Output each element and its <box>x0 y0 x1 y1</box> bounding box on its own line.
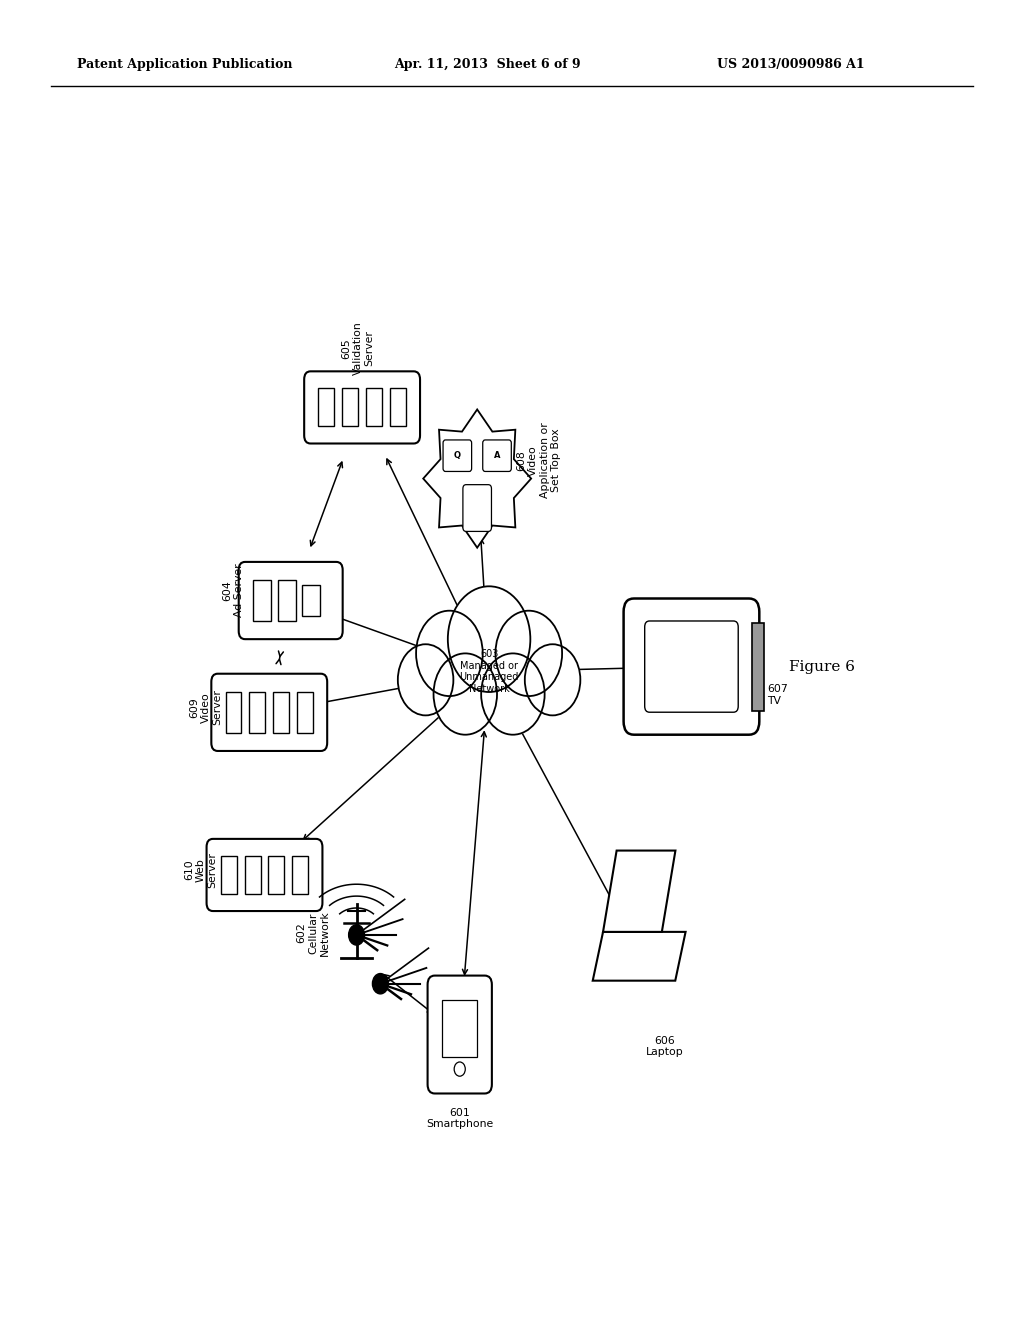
Text: Patent Application Publication: Patent Application Publication <box>77 58 292 71</box>
FancyBboxPatch shape <box>463 484 492 532</box>
Text: Q: Q <box>454 451 461 461</box>
FancyBboxPatch shape <box>211 673 328 751</box>
FancyBboxPatch shape <box>207 840 323 911</box>
Text: 602
Cellular
Network: 602 Cellular Network <box>296 909 330 956</box>
Circle shape <box>397 644 454 715</box>
FancyBboxPatch shape <box>304 371 420 444</box>
Text: 608
Video
Application or
Set Top Box: 608 Video Application or Set Top Box <box>517 422 561 498</box>
FancyBboxPatch shape <box>250 692 265 733</box>
Polygon shape <box>603 850 676 932</box>
FancyBboxPatch shape <box>753 623 764 710</box>
Circle shape <box>525 644 581 715</box>
FancyBboxPatch shape <box>245 855 260 894</box>
Text: 601
Smartphone: 601 Smartphone <box>426 1107 494 1130</box>
FancyBboxPatch shape <box>278 579 296 622</box>
Text: US 2013/0090986 A1: US 2013/0090986 A1 <box>717 58 864 71</box>
FancyBboxPatch shape <box>297 692 313 733</box>
FancyBboxPatch shape <box>367 388 382 426</box>
FancyBboxPatch shape <box>442 999 477 1057</box>
FancyBboxPatch shape <box>253 579 271 622</box>
Circle shape <box>433 653 497 735</box>
Circle shape <box>447 586 530 692</box>
Text: A: A <box>494 451 501 461</box>
FancyBboxPatch shape <box>624 598 760 735</box>
FancyBboxPatch shape <box>302 585 321 616</box>
FancyBboxPatch shape <box>221 855 237 894</box>
FancyBboxPatch shape <box>268 855 285 894</box>
Text: 606
Laptop: 606 Laptop <box>645 1036 683 1057</box>
FancyBboxPatch shape <box>273 692 289 733</box>
FancyBboxPatch shape <box>292 855 308 894</box>
Text: 604
Ad Server: 604 Ad Server <box>223 564 245 618</box>
Text: 609
Video
Server: 609 Video Server <box>189 689 222 725</box>
FancyBboxPatch shape <box>342 388 358 426</box>
Text: 610
Web
Server: 610 Web Server <box>184 851 218 888</box>
Polygon shape <box>423 409 531 548</box>
Polygon shape <box>593 932 686 981</box>
Text: Figure 6: Figure 6 <box>790 660 855 673</box>
FancyBboxPatch shape <box>239 562 343 639</box>
Circle shape <box>496 611 562 696</box>
FancyBboxPatch shape <box>443 440 472 471</box>
FancyBboxPatch shape <box>225 692 242 733</box>
FancyBboxPatch shape <box>318 388 334 426</box>
Circle shape <box>348 925 365 945</box>
Circle shape <box>481 653 545 735</box>
Circle shape <box>373 974 388 994</box>
Circle shape <box>416 611 482 696</box>
Text: 607
TV: 607 TV <box>767 684 787 706</box>
Text: 605
Validation
Server: 605 Validation Server <box>342 322 375 375</box>
FancyBboxPatch shape <box>428 975 492 1093</box>
FancyBboxPatch shape <box>390 388 406 426</box>
Circle shape <box>439 430 515 527</box>
Text: Apr. 11, 2013  Sheet 6 of 9: Apr. 11, 2013 Sheet 6 of 9 <box>394 58 581 71</box>
FancyBboxPatch shape <box>645 620 738 713</box>
Text: 603
Managed or
Unmanaged
Network: 603 Managed or Unmanaged Network <box>460 649 519 694</box>
FancyBboxPatch shape <box>482 440 511 471</box>
